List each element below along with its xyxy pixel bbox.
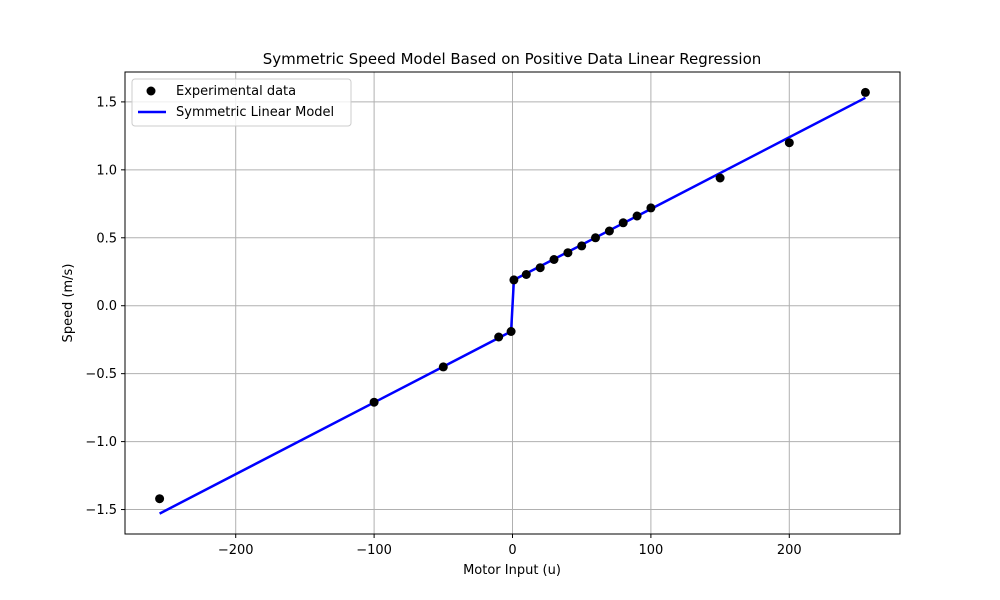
data-point [509,275,519,285]
data-point [715,173,725,183]
y-tick-label: 0.5 [96,231,117,246]
x-axis: −200 −100 0 100 200 [218,534,802,558]
data-point [521,270,531,279]
y-tick-label: 1.0 [96,163,117,178]
y-tick-label: −1.5 [85,503,117,518]
y-tick-label: −0.5 [85,367,117,382]
legend-label-symmetric-linear-model: Symmetric Linear Model [176,105,334,120]
x-tick-label: −100 [356,543,392,558]
legend-label-experimental-data: Experimental data [176,84,296,99]
data-point [155,494,165,504]
data-point [563,248,573,258]
model-line [159,96,866,515]
data-point [591,233,600,243]
chart-title: Symmetric Speed Model Based on Positive … [263,50,762,68]
legend: Experimental data Symmetric Linear Model [131,78,352,127]
y-axis-label: Speed (m/s) [61,264,76,343]
data-point [438,362,448,372]
data-point [632,211,642,221]
y-axis: −1.5 −1.0 −0.5 0.0 0.5 1.0 1.5 [85,95,125,518]
x-tick-label: 200 [777,543,802,558]
data-point [494,332,504,342]
x-axis-label: Motor Input (u) [463,563,561,578]
data-point [618,218,628,228]
y-tick-label: −1.0 [85,435,117,450]
x-tick-label: 100 [638,543,663,558]
data-point [577,241,587,251]
legend-box [131,78,352,127]
data-point [604,226,614,236]
data-point [549,255,559,264]
data-point [369,397,379,407]
data-point [860,87,870,97]
data-point [535,263,545,273]
plot-lines [159,96,866,515]
y-tick-label: 0.0 [96,299,117,314]
y-tick-label: 1.5 [96,95,117,110]
x-tick-label: 0 [508,543,516,558]
x-tick-label: −200 [218,543,254,558]
data-point [506,327,516,336]
plot-points [155,87,870,504]
data-point [784,138,794,148]
legend-marker-experimental-data [146,86,156,96]
data-point [646,203,656,213]
